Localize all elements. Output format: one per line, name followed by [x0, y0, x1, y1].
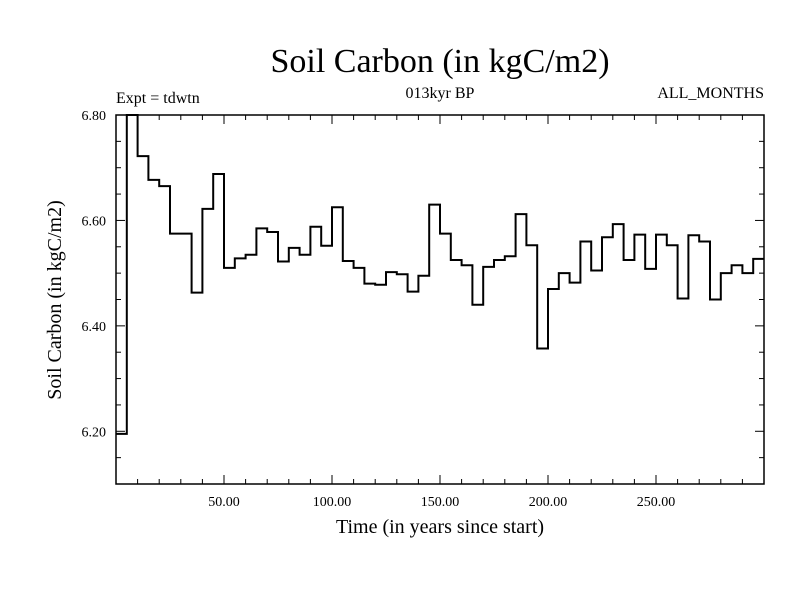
x-tick-label: 150.00 — [421, 495, 460, 510]
x-tick-label: 100.00 — [313, 495, 352, 510]
soil-carbon-series-line — [116, 114, 764, 435]
y-tick-label: 6.60 — [82, 214, 107, 229]
season-label: ALL_MONTHS — [657, 85, 764, 102]
axis-ticks — [116, 115, 764, 484]
axis-tick-labels: 50.00 100.00 150.00 200.00 250.00 6.20 6.40 6.6… — [82, 109, 676, 510]
chart-title: Soil Carbon (in kgC/m2) — [270, 43, 609, 80]
y-axis-label: Soil Carbon (in kgC/m2) — [44, 200, 66, 399]
chart-subtitle: 013kyr BP — [406, 85, 475, 102]
x-tick-label: 50.00 — [208, 495, 240, 510]
y-tick-label: 6.20 — [82, 425, 107, 440]
y-tick-label: 6.80 — [82, 109, 107, 124]
x-tick-label: 250.00 — [637, 495, 676, 510]
y-tick-label: 6.40 — [82, 320, 107, 335]
expt-label: Expt = tdwtn — [116, 90, 200, 107]
plot-frame — [115, 114, 765, 485]
x-axis-label: Time (in years since start) — [336, 516, 544, 538]
x-tick-label: 200.00 — [529, 495, 568, 510]
